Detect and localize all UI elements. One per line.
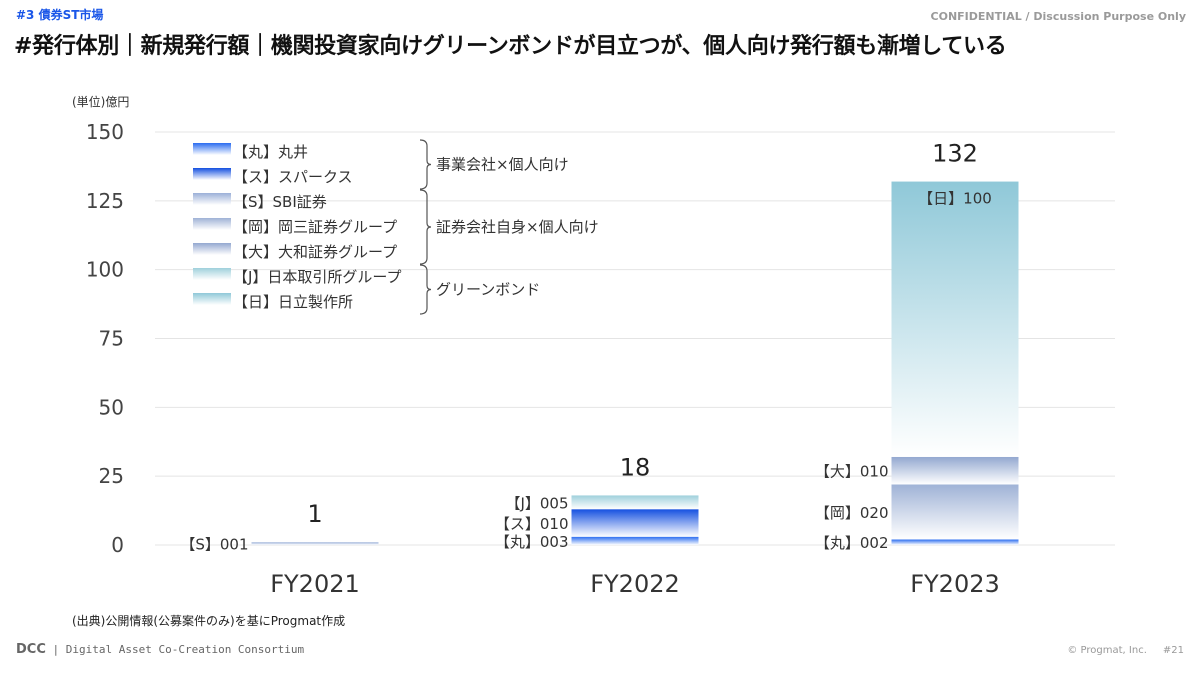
legend-bracket bbox=[419, 139, 432, 190]
legend-label: 【岡】岡三証券グループ bbox=[233, 218, 397, 236]
legend-swatch-j bbox=[193, 268, 231, 280]
legend-bracket bbox=[419, 189, 432, 265]
bar-segment-oka bbox=[891, 484, 1019, 540]
legend-group-label: グリーンボンド bbox=[436, 281, 540, 299]
bar-segment-maru bbox=[571, 536, 699, 545]
y-tick-label: 50 bbox=[99, 395, 124, 419]
segment-label: 【大】010 bbox=[815, 463, 889, 481]
segment-label: 【日】100 bbox=[918, 190, 992, 208]
total-label: 1 bbox=[307, 500, 322, 528]
segment-label: 【丸】003 bbox=[495, 533, 569, 551]
legend-swatch-sbi bbox=[193, 193, 231, 205]
slide-title: #発行体別｜新規発行額｜機関投資家向けグリーンボンドが目立つが、個人向け発行額も… bbox=[14, 34, 1007, 59]
source-note: (出典)公開情報(公募案件のみ)を基にProgmat作成 bbox=[72, 614, 346, 628]
legend-bracket bbox=[419, 264, 432, 315]
footer-right: © Progmat, Inc. #21 bbox=[1051, 645, 1184, 656]
legend-swatch-dai bbox=[193, 243, 231, 255]
section-tag: #3 債券ST市場 bbox=[16, 8, 104, 22]
y-tick-label: 125 bbox=[86, 189, 124, 213]
x-tick-label: FY2022 bbox=[590, 570, 680, 598]
x-tick-label: FY2021 bbox=[270, 570, 360, 598]
legend-label: 【大】大和証券グループ bbox=[233, 243, 397, 261]
org-name: Digital Asset Co-Creation Consortium bbox=[65, 643, 305, 656]
confidential-label: CONFIDENTIAL / Discussion Purpose Only bbox=[930, 10, 1186, 23]
legend-swatch-maru bbox=[193, 143, 231, 155]
legend-label: 【ス】スパークス bbox=[233, 168, 353, 186]
segment-label: 【岡】020 bbox=[815, 504, 889, 522]
legend-label: 【丸】丸井 bbox=[233, 143, 308, 161]
y-tick-label: 25 bbox=[99, 464, 124, 488]
bar-segment-j bbox=[571, 495, 699, 510]
total-label: 132 bbox=[932, 140, 978, 168]
y-tick-label: 100 bbox=[86, 258, 124, 282]
legend-swatch-oka bbox=[193, 218, 231, 230]
segment-label: 【ス】010 bbox=[495, 515, 569, 533]
bar-segment-sbi bbox=[251, 542, 379, 545]
bar-segment-hi bbox=[891, 181, 1019, 457]
legend-group-label: 事業会社×個人向け bbox=[436, 156, 569, 174]
legend-label: 【S】SBI証券 bbox=[233, 193, 327, 211]
x-tick-label: FY2023 bbox=[910, 570, 1000, 598]
legend-group-label: 証券会社自身×個人向け bbox=[436, 218, 599, 236]
segment-label: 【丸】002 bbox=[815, 534, 889, 552]
legend-label: 【日】日立製作所 bbox=[233, 293, 353, 311]
bar-segment-su bbox=[571, 509, 699, 537]
legend-label: 【J】日本取引所グループ bbox=[233, 268, 402, 286]
legend-swatch-su bbox=[193, 168, 231, 180]
legend-swatch-hi bbox=[193, 293, 231, 305]
dcc-logo: DCC bbox=[16, 642, 46, 657]
bar-segment-dai bbox=[891, 456, 1019, 485]
footer-logo: DCC | Digital Asset Co-Creation Consorti… bbox=[16, 642, 305, 657]
total-label: 18 bbox=[620, 453, 651, 481]
segment-label: 【J】005 bbox=[505, 494, 568, 512]
copyright: © Progmat, Inc. bbox=[1067, 645, 1147, 656]
y-tick-label: 75 bbox=[99, 327, 124, 351]
bar-segment-maru bbox=[891, 539, 1019, 545]
y-tick-label: 150 bbox=[86, 120, 124, 144]
unit-label: (単位)億円 bbox=[72, 94, 129, 109]
page-number: #21 bbox=[1162, 645, 1184, 656]
y-tick-label: 0 bbox=[111, 533, 124, 557]
segment-label: 【S】001 bbox=[180, 536, 248, 554]
